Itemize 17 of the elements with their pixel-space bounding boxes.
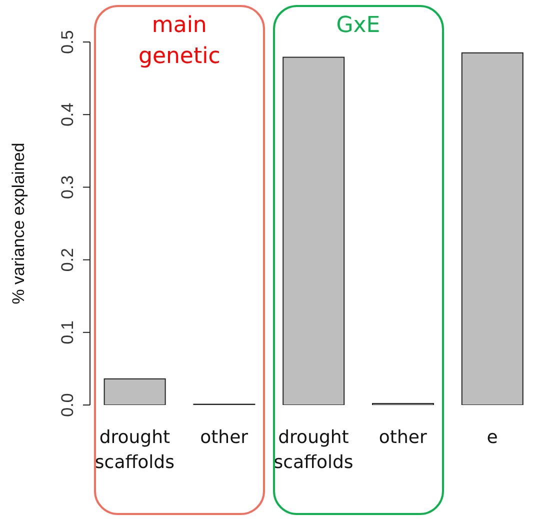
- text: GxE: [335, 12, 382, 40]
- y-axis-title: % variance explained: [9, 142, 28, 304]
- y-tick-label: 0.1: [58, 320, 77, 344]
- x-tick-label: drought scaffolds: [274, 427, 354, 473]
- y-tick-label: 0.4: [58, 102, 77, 126]
- y-tick-label: 0.5: [58, 30, 77, 54]
- y-tick-label: 0.2: [58, 248, 77, 272]
- y-tick-label: 0.0: [58, 393, 77, 417]
- x-tick-label: e: [486, 427, 498, 448]
- bar: [461, 52, 524, 405]
- bar: [104, 378, 166, 405]
- bar: [282, 56, 345, 405]
- y-tick-label: 0.3: [58, 175, 77, 200]
- annotation: main genetic: [137, 12, 222, 71]
- x-tick-label: other: [378, 427, 428, 448]
- x-tick-label: drought scaffolds: [94, 427, 174, 473]
- x-tick-label: other: [200, 427, 249, 448]
